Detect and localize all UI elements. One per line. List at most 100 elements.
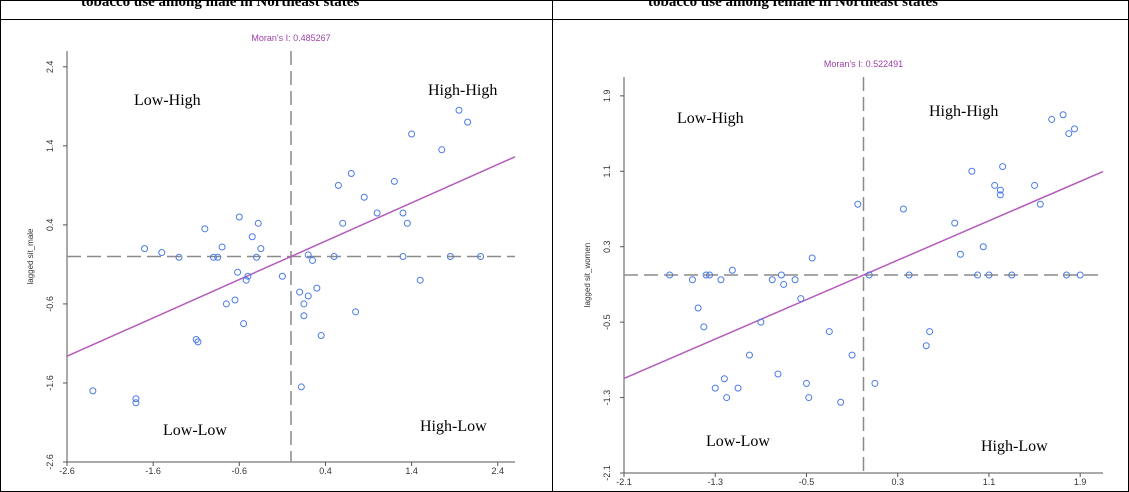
quadrant-label-low-low: Low-Low	[706, 433, 770, 450]
data-point	[1063, 271, 1071, 279]
x-tick-label: -0.5	[799, 477, 815, 487]
data-point	[390, 177, 398, 185]
quadrant-label-high-low: High-Low	[420, 418, 487, 435]
panel-header-text: tobacco use among male in Northeast stat…	[81, 1, 360, 10]
data-point	[360, 193, 368, 201]
data-point	[797, 295, 805, 303]
data-point	[871, 379, 879, 387]
data-point	[141, 245, 149, 253]
data-point	[300, 300, 308, 308]
data-point	[194, 338, 202, 346]
data-point	[780, 280, 788, 288]
data-point	[455, 106, 463, 114]
data-point	[300, 312, 308, 320]
data-point	[848, 351, 856, 359]
data-point	[304, 251, 312, 259]
y-axis-label: lagged sit_women	[583, 243, 592, 307]
quadrant-label-high-high: High-High	[929, 103, 998, 120]
data-point	[996, 186, 1004, 194]
data-point	[218, 243, 226, 251]
data-point	[408, 130, 416, 138]
y-tick-label: 2.4	[45, 61, 55, 74]
data-point	[996, 191, 1004, 199]
morans-i-title: Moran's I: 0.522491	[824, 59, 903, 69]
panel-header-text: tobacco use among female in Northeast st…	[648, 1, 938, 10]
data-point	[666, 271, 674, 279]
data-point	[132, 399, 140, 407]
data-point	[899, 205, 907, 213]
y-tick-label: 1.1	[602, 165, 612, 178]
y-tick-label: -2.6	[45, 454, 55, 470]
x-tick-label: 1.1	[983, 477, 996, 487]
data-point	[768, 276, 776, 284]
morans-i-title: Moran's I: 0.485267	[251, 33, 330, 43]
data-point	[464, 118, 472, 126]
data-point	[700, 323, 708, 331]
data-point	[951, 219, 959, 227]
y-tick-label: -0.5	[602, 314, 612, 330]
data-point	[688, 276, 696, 284]
y-tick-label: 1.9	[602, 90, 612, 103]
x-tick-label: 1.4	[405, 466, 418, 476]
data-point	[865, 271, 873, 279]
panel-header: tobacco use among male in Northeast stat…	[1, 1, 552, 20]
data-point	[745, 351, 753, 359]
data-point	[317, 332, 325, 340]
data-point	[339, 219, 347, 227]
data-point	[968, 167, 976, 175]
data-point	[723, 394, 731, 402]
y-tick-label: 0.4	[45, 219, 55, 232]
data-point	[132, 395, 140, 403]
data-point	[717, 276, 725, 284]
female-moran-scatterplot: -2.1 -1.3 -0.5 0.3 1.1 1.9 -2.1 -1.3 -0.5 0.3 1.1 1…	[583, 59, 1104, 487]
data-point	[209, 253, 217, 261]
data-point	[334, 181, 342, 189]
data-point	[837, 398, 845, 406]
data-point	[313, 284, 321, 292]
data-point	[1065, 130, 1073, 138]
data-point	[791, 276, 799, 284]
data-point	[728, 266, 736, 274]
data-point	[1070, 125, 1078, 133]
x-tick-label: -2.1	[616, 477, 632, 487]
data-point	[922, 342, 930, 350]
data-point	[347, 170, 355, 178]
data-point	[175, 253, 183, 261]
y-axis-label: lagged sit_male	[26, 228, 35, 285]
data-point	[373, 209, 381, 217]
right-panel: tobacco use among female in Northeast st…	[553, 0, 1129, 492]
data-point	[296, 288, 304, 296]
y-tick-label: 1.4	[45, 140, 55, 153]
data-point	[399, 209, 407, 217]
panel-header: tobacco use among female in Northeast st…	[553, 1, 1128, 20]
y-tick-label: 0.3	[602, 240, 612, 253]
x-tick-label: 0.3	[891, 477, 904, 487]
x-tick-label: -1.6	[145, 466, 161, 476]
data-point	[1031, 181, 1039, 189]
data-point	[808, 254, 816, 262]
quadrant-label-high-high: High-High	[428, 82, 497, 99]
data-point	[240, 320, 248, 328]
y-tick-label: -0.6	[45, 296, 55, 312]
data-point	[905, 271, 913, 279]
data-point	[309, 256, 317, 264]
data-point	[234, 268, 242, 276]
data-point	[399, 253, 407, 260]
regression-line	[66, 156, 516, 357]
regression-line	[623, 170, 1104, 380]
x-tick-label: -2.6	[59, 466, 75, 476]
data-point	[711, 384, 719, 392]
data-point	[222, 300, 230, 308]
data-point	[253, 253, 261, 261]
data-point	[352, 308, 360, 316]
data-point	[979, 243, 987, 251]
data-point	[330, 253, 338, 260]
data-point	[438, 146, 446, 154]
y-tick-label: -2.1	[602, 465, 612, 481]
data-point	[734, 384, 742, 392]
data-point	[89, 387, 97, 395]
data-point	[231, 296, 239, 304]
x-tick-label: 1.9	[1074, 477, 1087, 487]
quadrant-label-low-high: Low-High	[677, 110, 744, 127]
y-tick-label: -1.6	[45, 375, 55, 391]
